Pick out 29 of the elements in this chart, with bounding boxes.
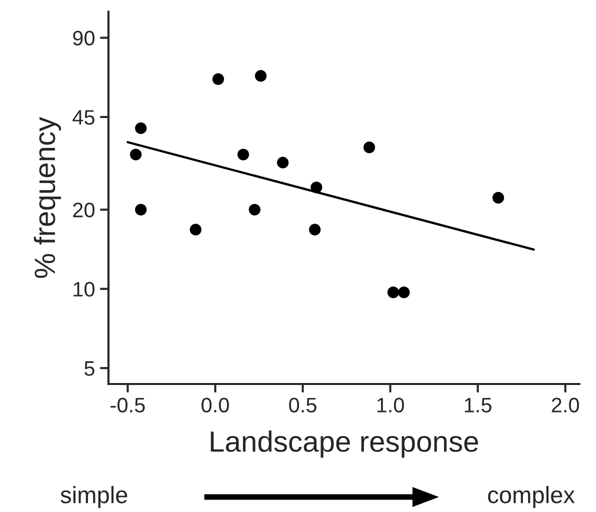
text: complex (488, 486, 575, 508)
x-tick-label: 0.0 (202, 398, 229, 412)
point (212, 73, 224, 85)
x-tick-label: 1.0 (377, 398, 404, 412)
point (130, 148, 142, 160)
x-tick-label: 1.5 (464, 398, 492, 412)
y-tick-label: 5 (84, 361, 94, 376)
x-axis-title: Landscape response (210, 430, 478, 458)
point (492, 192, 504, 204)
text: simple (60, 486, 128, 508)
point (135, 122, 147, 134)
x-tick-label: 2.0 (552, 398, 579, 412)
x-tick-label: -0.5 (110, 398, 145, 412)
point (387, 286, 400, 298)
point (398, 286, 410, 298)
point (237, 148, 250, 160)
point (363, 142, 376, 154)
y-axis-title: % frequency (34, 116, 61, 278)
point (254, 70, 267, 82)
point (276, 156, 289, 168)
point (135, 204, 147, 216)
y-tick-label: 20 (73, 202, 94, 218)
y-tick-label: 90 (73, 30, 94, 46)
x-tick-label: 0.5 (289, 398, 316, 412)
y-tick-label: 45 (72, 110, 94, 125)
point (248, 204, 260, 216)
point (309, 224, 321, 236)
y-tick-label: 10 (74, 282, 94, 297)
point (190, 224, 202, 236)
